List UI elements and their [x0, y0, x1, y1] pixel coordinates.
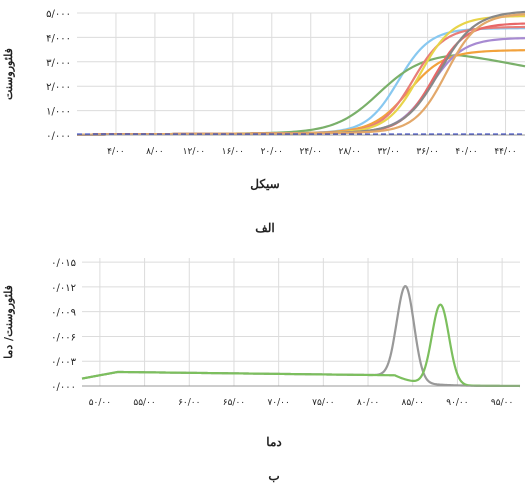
y-tick-label-b: ۰/۰۱۵ — [51, 258, 76, 269]
x-tick-label-a: ۱۶/۰۰ — [222, 147, 244, 157]
y-tick-label-a: ۵/۰۰۰ — [46, 9, 71, 20]
x-axis-label-b: دما — [266, 435, 281, 449]
panel-label-a: الف — [255, 221, 274, 235]
y-tick-label-a: ۳/۰۰۰ — [46, 58, 71, 69]
x-tick-label-b: ۵۰/۰۰ — [89, 398, 111, 408]
y-axis-label-a: فلئوروسنت — [2, 48, 15, 100]
x-tick-label-a: ۲۸/۰۰ — [339, 147, 361, 157]
x-tick-label-a: ۲۰/۰۰ — [261, 147, 283, 157]
x-tick-label-a: ۳۲/۰۰ — [377, 147, 399, 157]
x-tick-label-b: ۷۰/۰۰ — [267, 398, 289, 408]
x-tick-label-a: ۲۴/۰۰ — [300, 147, 322, 157]
x-axis-label-a: سیکل — [250, 177, 279, 191]
y-tick-label-b: ۰/۰۰۹ — [51, 308, 76, 319]
y-tick-label-a: ۴/۰۰۰ — [46, 33, 71, 44]
x-tick-label-b: ۹۰/۰۰ — [446, 398, 468, 408]
x-tick-label-a: ۱۲/۰۰ — [183, 147, 205, 157]
y-tick-label-b: ۰/۰۰۶ — [51, 332, 76, 343]
y-tick-label-a: ۲/۰۰۰ — [46, 82, 71, 93]
y-tick-label-a: ۰/۰۰۰ — [46, 131, 71, 142]
x-tick-label-b: ۵۵/۰۰ — [133, 398, 155, 408]
y-axis-label-b: فلئوروسنت/ دما — [2, 285, 15, 359]
x-tick-label-a: ۸/۰۰ — [146, 147, 164, 157]
y-tick-label-b: ۰/۰۱۲ — [51, 283, 76, 294]
x-tick-label-a: ۴۴/۰۰ — [494, 147, 516, 157]
x-tick-label-b: ۷۵/۰۰ — [312, 398, 334, 408]
y-tick-label-b: ۰/۰۰۳ — [51, 357, 76, 368]
panel-label-b: ب — [268, 469, 279, 483]
series-line-b-2 — [81, 303, 521, 388]
y-tick-label-a: ۱/۰۰۰ — [46, 107, 71, 118]
x-tick-label-b: ۹۵/۰۰ — [491, 398, 513, 408]
x-tick-label-b: ۶۰/۰۰ — [178, 398, 200, 408]
x-tick-label-a: ۴/۰۰ — [107, 147, 125, 157]
melt-curve-chart: ۰/۰۰۰ ۰/۰۰۳ ۰/۰۰۶ ۰/۰۰۹ ۰/۰۱۲ ۰/۰۱۵ ۵۰/۰۰ ۵۵/۰… — [2, 258, 521, 483]
amplification-chart: ۰/۰۰۰ ۱/۰۰۰ ۲/۰۰۰ ۳/۰۰۰ ۴/۰۰۰ ۵/۰۰۰ ۴/۰۰ ۸/۰۰ ۱… — [2, 9, 526, 235]
x-tick-label-b: ۸۰/۰۰ — [357, 398, 379, 408]
y-tick-label-b: ۰/۰۰۰ — [51, 382, 76, 393]
x-tick-label-a: ۴۰/۰۰ — [455, 147, 477, 157]
x-tick-label-b: ۶۵/۰۰ — [223, 398, 245, 408]
x-tick-label-b: ۸۵/۰۰ — [402, 398, 424, 408]
x-tick-label-a: ۳۶/۰۰ — [416, 147, 438, 157]
